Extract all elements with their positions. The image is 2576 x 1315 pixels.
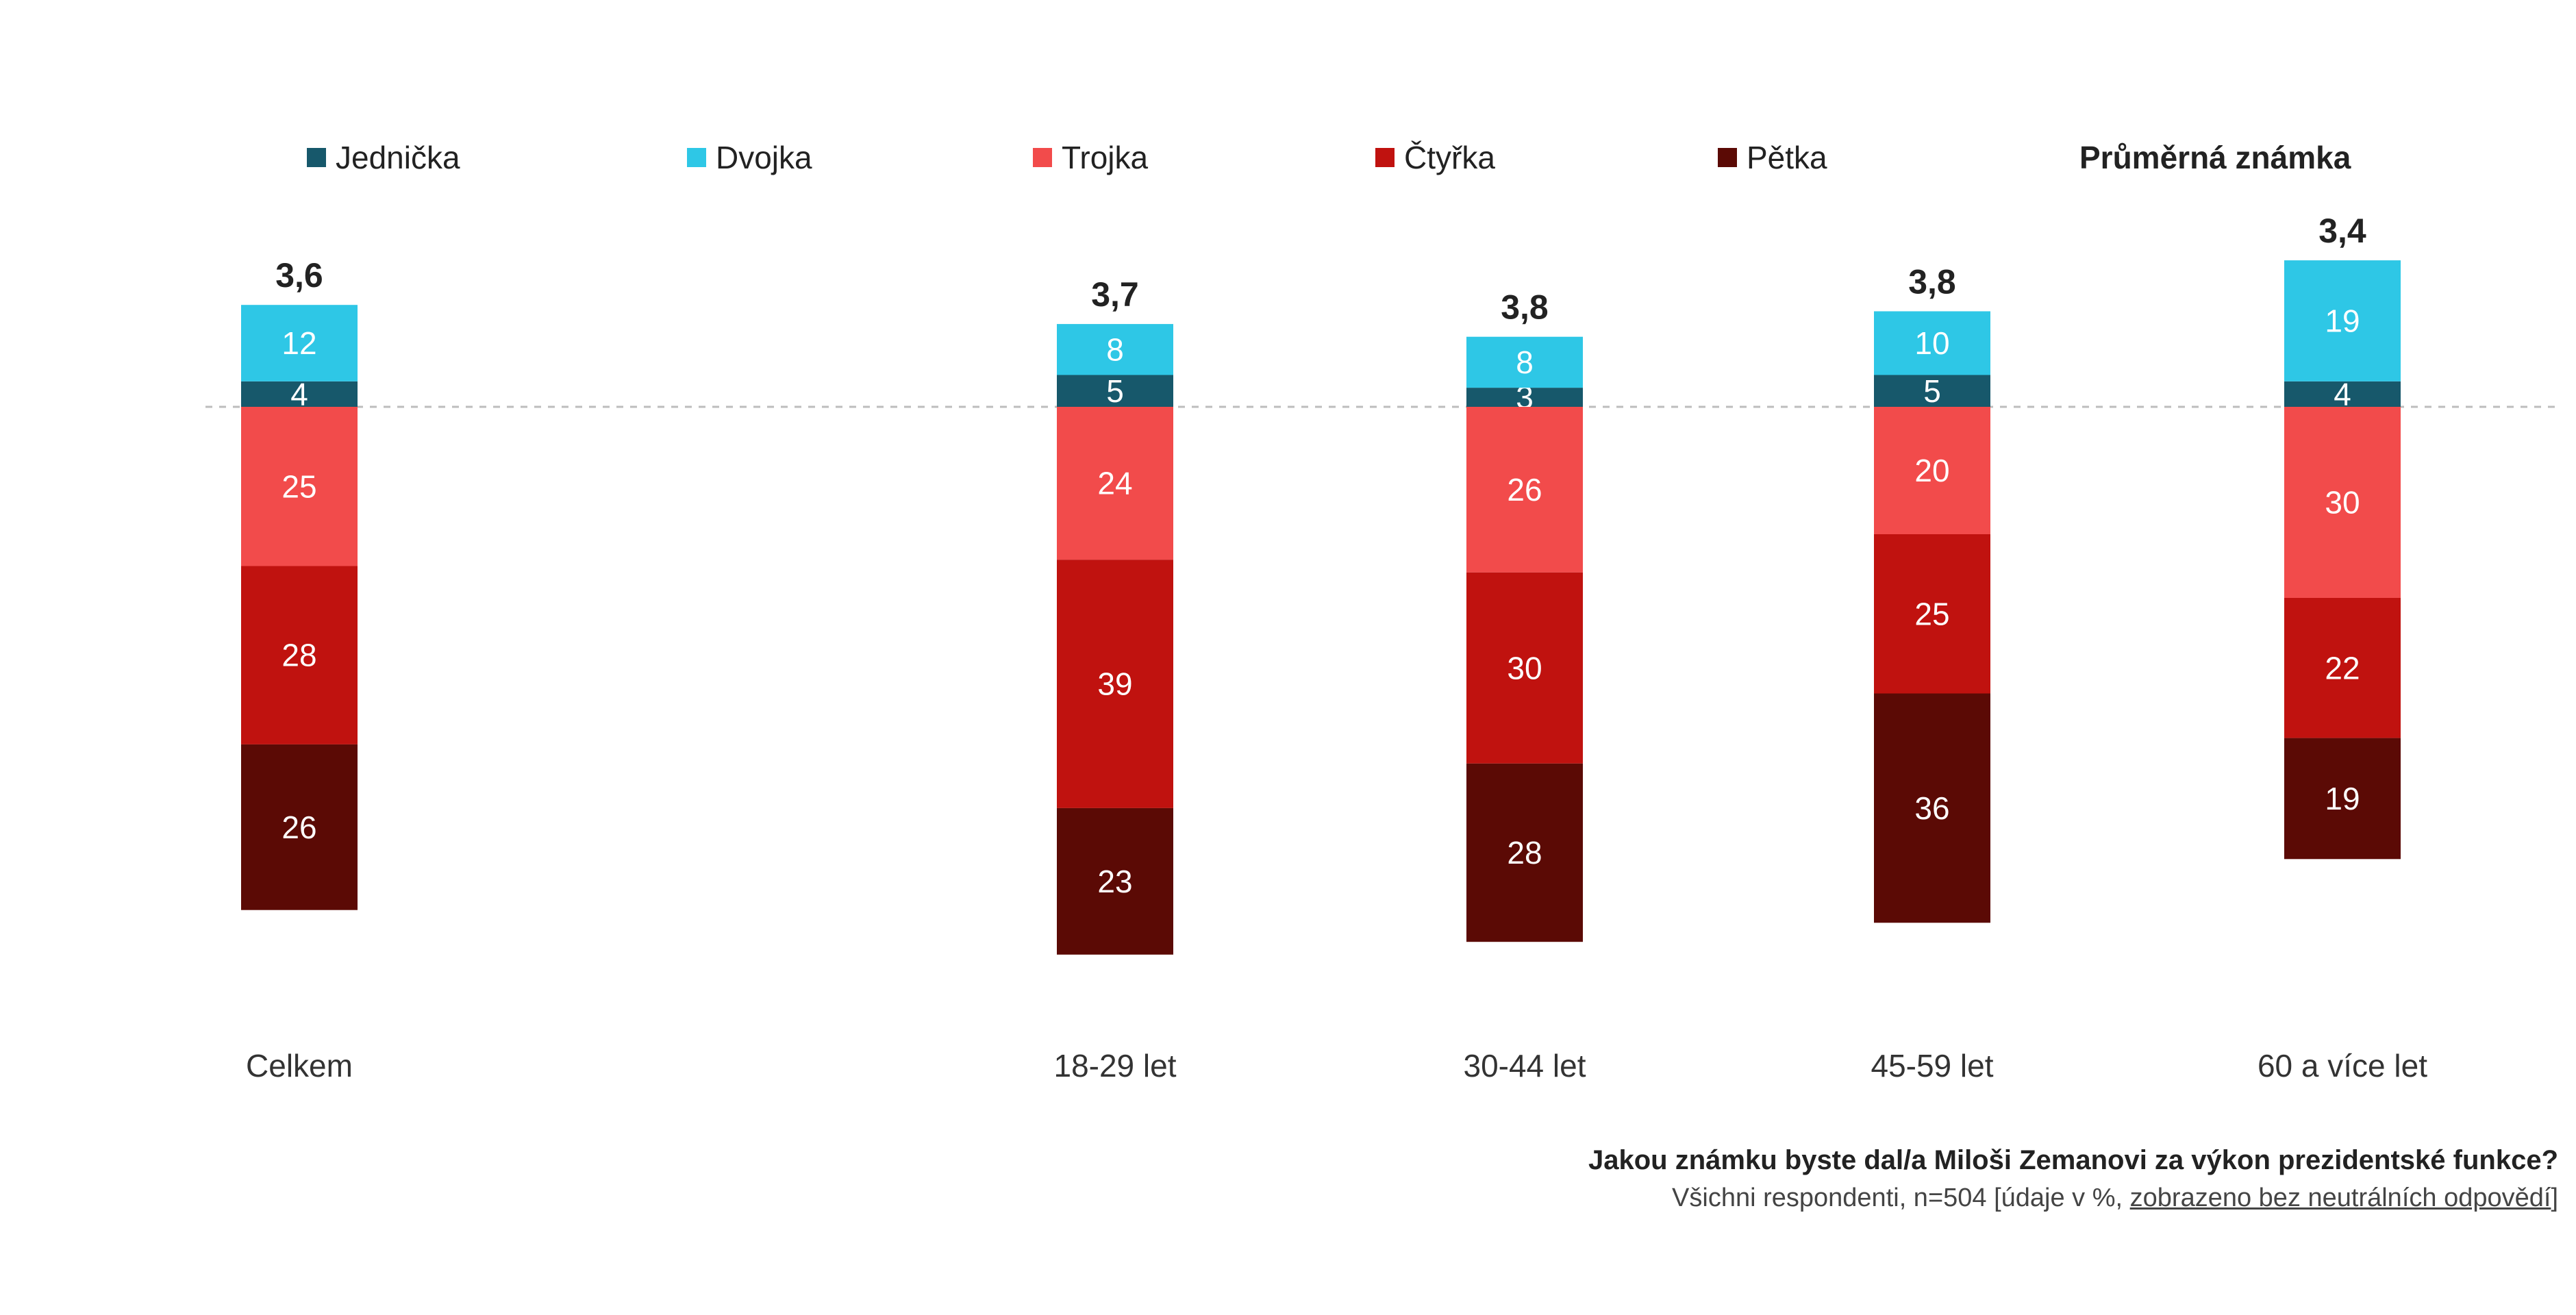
segment-value-label: 8 (1516, 345, 1534, 380)
average-grade-label: 3,6 (275, 256, 323, 295)
legend-swatch (1375, 148, 1395, 167)
bar-segment (1466, 407, 1583, 573)
bar-segment (1874, 311, 1990, 375)
bar-segment (1466, 388, 1583, 407)
bar-segment (241, 381, 358, 407)
category-label: 30-44 let (1463, 1048, 1586, 1084)
bar-segment (1874, 534, 1990, 694)
bar-segment (2284, 598, 2401, 738)
segment-value-label: 19 (2325, 303, 2360, 338)
bar-segment (2284, 407, 2401, 598)
bar-segment (1057, 807, 1173, 955)
average-grade-label: 3,7 (1091, 275, 1139, 314)
segment-value-label: 36 (1914, 790, 1949, 826)
segment-value-label: 30 (2325, 485, 2360, 521)
segment-value-label: 5 (1106, 373, 1124, 409)
average-grade-header: Průměrná známka (2079, 140, 2351, 175)
legend-item: Dvojka (687, 140, 812, 175)
legend-item: Pětka (1718, 140, 1827, 175)
segment-value-label: 24 (1097, 466, 1132, 501)
survey-note-prefix: Všichni respondenti, n=504 [údaje v %, (1672, 1184, 2130, 1212)
category-label: 45-59 let (1871, 1048, 1993, 1084)
segment-value-label: 26 (1507, 472, 1542, 508)
segment-value-label: 10 (1914, 325, 1949, 361)
legend-item: Trojka (1033, 140, 1148, 175)
segment-value-label: 39 (1097, 666, 1132, 702)
bar-segment (1466, 336, 1583, 388)
bar-segment (1057, 560, 1173, 808)
segment-value-label: 4 (290, 376, 308, 412)
survey-note-suffix: ] (2551, 1184, 2558, 1212)
segment-value-label: 22 (2325, 650, 2360, 686)
segment-value-label: 20 (1914, 453, 1949, 488)
bar-segment (1057, 407, 1173, 560)
segment-value-label: 8 (1106, 331, 1124, 367)
bar-segment (1057, 375, 1173, 407)
segment-value-label: 26 (282, 810, 316, 845)
category-label: Celkem (246, 1048, 353, 1084)
bar-segment (241, 566, 358, 744)
bar-segment (1874, 693, 1990, 923)
average-grade-label: 3,4 (2318, 212, 2366, 250)
bar-segment (241, 305, 358, 381)
segment-value-label: 4 (2334, 376, 2351, 412)
legend-swatch (1718, 148, 1737, 167)
survey-question: Jakou známku byste dal/a Miloši Zemanovi… (1588, 1145, 2558, 1175)
legend-item: Jednička (307, 140, 460, 175)
bar-segment (1057, 324, 1173, 375)
survey-note: Všichni respondenti, n=504 [údaje v %, z… (1672, 1184, 2558, 1213)
category-label: 60 a více let (2258, 1048, 2427, 1084)
bar-segment (2284, 381, 2401, 407)
bar-segment (1466, 763, 1583, 942)
bar-segment (1874, 407, 1990, 534)
segment-value-label: 30 (1507, 650, 1542, 686)
survey-note-underlined: zobrazeno bez neutrálních odpovědí (2129, 1184, 2551, 1212)
segment-value-label: 12 (282, 325, 316, 361)
bar-segment (241, 407, 358, 566)
legend-swatch (687, 148, 706, 167)
legend-label: Trojka (1062, 140, 1149, 175)
category-label: 18-29 let (1053, 1048, 1176, 1084)
bar-segment (241, 744, 358, 910)
bar-segment (2284, 738, 2401, 860)
segment-value-label: 19 (2325, 781, 2360, 816)
segment-value-label: 28 (282, 638, 316, 673)
segment-value-label: 5 (1923, 373, 1941, 409)
legend-label: Pětka (1747, 140, 1827, 175)
average-grade-label: 3,8 (1908, 263, 1956, 301)
average-grade-label: 3,8 (1501, 288, 1549, 327)
legend-label: Dvojka (716, 140, 812, 175)
legend-item: Čtyřka (1375, 140, 1495, 175)
legend-label: Čtyřka (1404, 140, 1495, 175)
bar-segment (2284, 260, 2401, 381)
segment-value-label: 28 (1507, 835, 1542, 871)
segment-value-label: 23 (1097, 864, 1132, 899)
legend-swatch (307, 148, 326, 167)
legend-label: Jednička (336, 140, 460, 175)
segment-value-label: 25 (1914, 596, 1949, 631)
bar-segment (1874, 375, 1990, 407)
legend-swatch (1033, 148, 1052, 167)
bar-segment (1466, 572, 1583, 764)
segment-value-label: 25 (282, 468, 316, 504)
